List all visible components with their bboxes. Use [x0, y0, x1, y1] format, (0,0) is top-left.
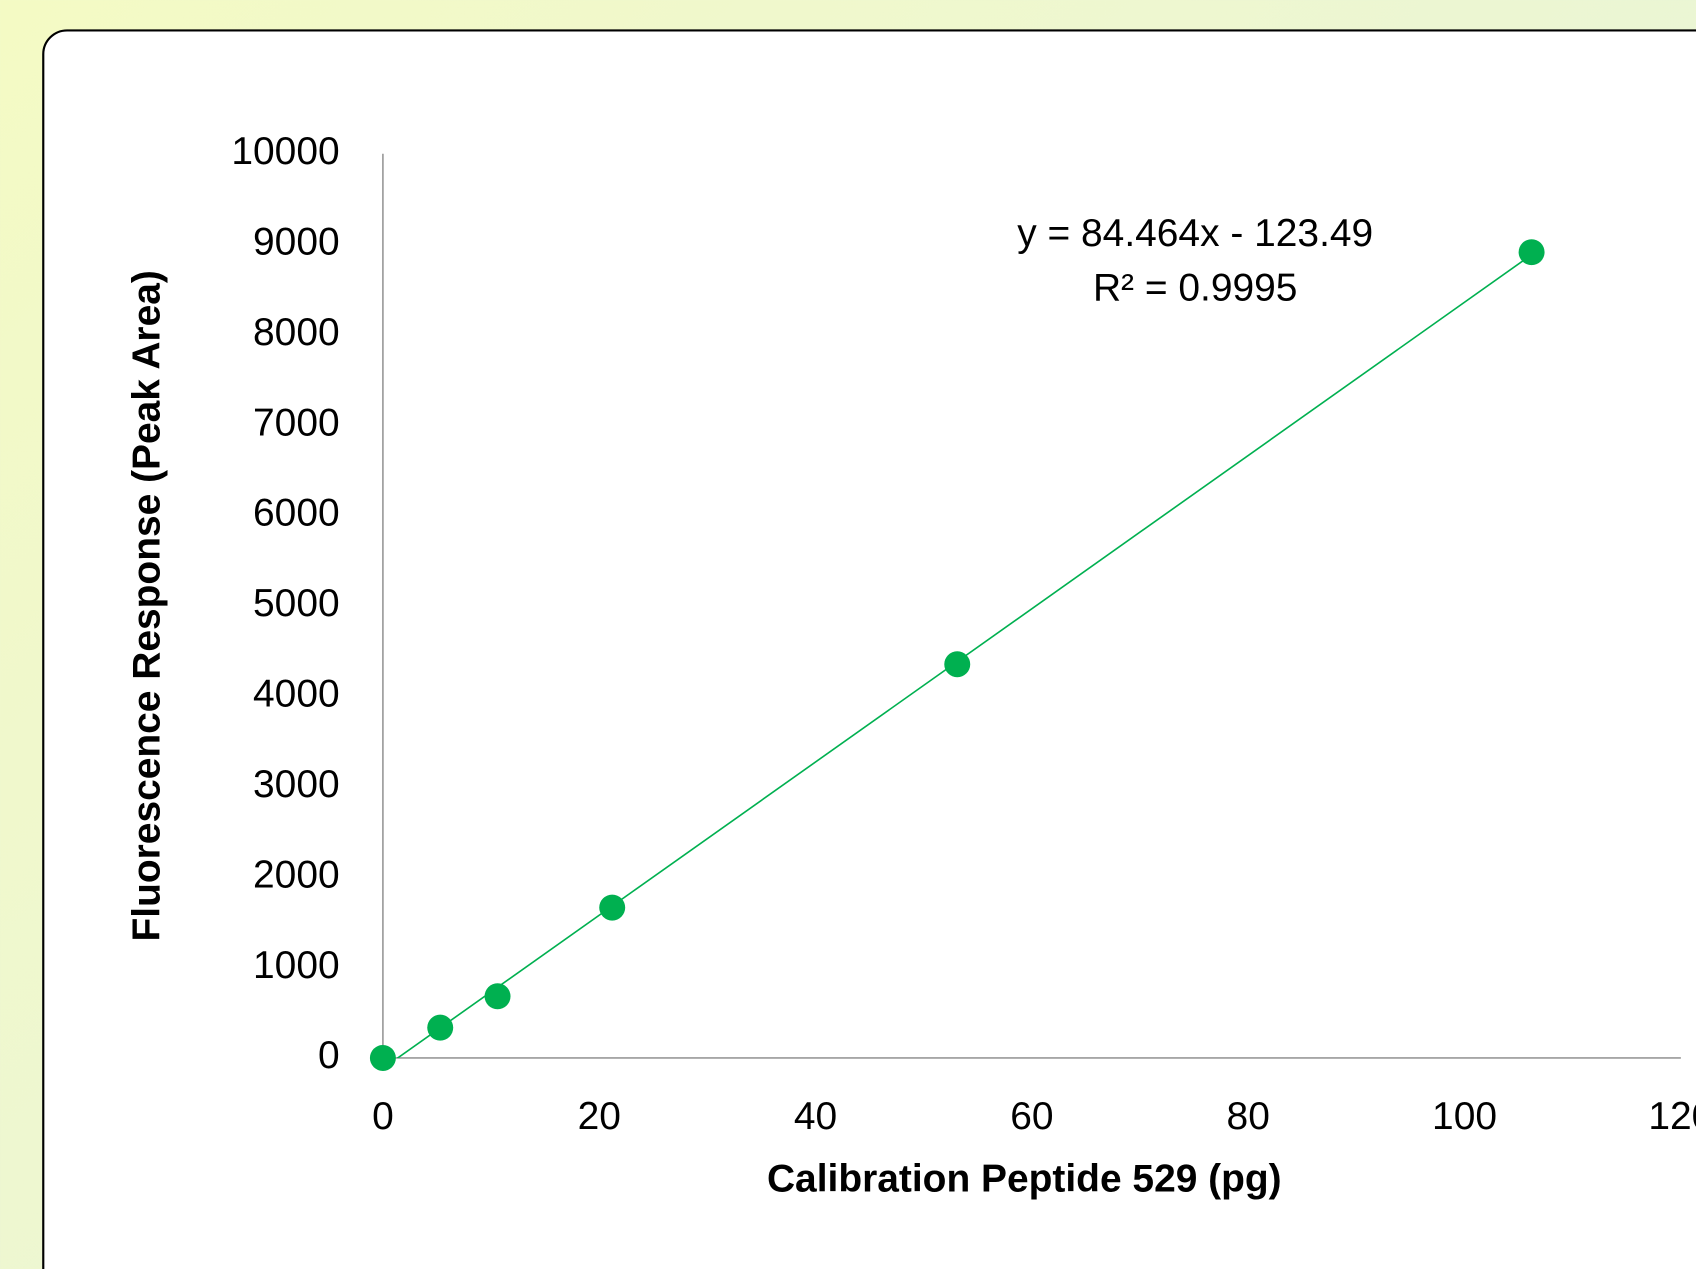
data-point	[369, 1044, 396, 1071]
data-point	[599, 894, 626, 921]
x-axis-title: Calibration Peptide 529 (pg)	[767, 1158, 1282, 1201]
y-tick-label: 7000	[253, 401, 340, 444]
x-tick-label: 20	[578, 1095, 621, 1138]
x-tick-label: 100	[1432, 1095, 1497, 1138]
x-tick-label: 60	[1010, 1095, 1053, 1138]
x-tick-label: 120	[1648, 1095, 1696, 1138]
y-tick-label: 1000	[253, 944, 340, 987]
y-axis-title: Fluorescence Response (Peak Area)	[126, 270, 169, 941]
y-tick-label: 4000	[253, 673, 340, 716]
trendline-equation: y = 84.464x - 123.49	[1017, 212, 1373, 255]
y-tick-label: 10000	[231, 130, 339, 173]
x-tick-label: 0	[372, 1095, 394, 1138]
y-tick-label: 8000	[253, 311, 340, 354]
x-tick-label: 40	[794, 1095, 837, 1138]
chart-panel	[42, 29, 1696, 1269]
data-point	[944, 651, 971, 678]
data-point	[427, 1014, 454, 1041]
y-tick-label: 3000	[253, 763, 340, 806]
data-point	[484, 983, 511, 1010]
x-tick-label: 80	[1227, 1095, 1270, 1138]
y-tick-label: 2000	[253, 853, 340, 896]
y-tick-label: 9000	[253, 220, 340, 263]
y-tick-label: 6000	[253, 492, 340, 535]
y-tick-label: 5000	[253, 582, 340, 625]
y-tick-label: 0	[318, 1034, 340, 1077]
r-squared: R² = 0.9995	[1093, 266, 1297, 309]
data-point	[1518, 239, 1545, 266]
